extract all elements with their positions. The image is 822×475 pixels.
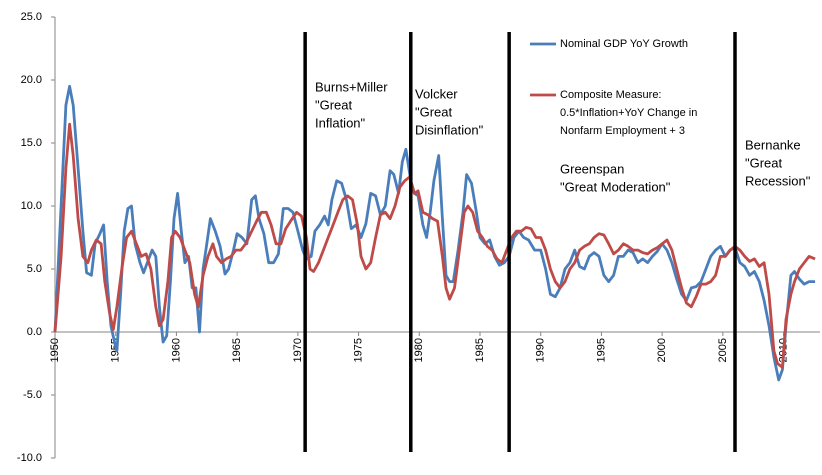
y-tick-label: 0.0 <box>27 326 42 338</box>
annotation: "Great <box>745 155 783 170</box>
annotation: Bernanke <box>745 137 801 152</box>
y-tick-label: 5.0 <box>27 263 42 275</box>
y-tick-label: 10.0 <box>21 200 42 212</box>
x-tick-label: 1980 <box>413 338 425 362</box>
x-tick-label: 2000 <box>656 338 668 362</box>
x-tick-label: 1965 <box>231 338 243 362</box>
x-tick-label: 1995 <box>595 338 607 362</box>
x-tick-label: 2005 <box>717 338 729 362</box>
annotation: "Great <box>315 97 353 112</box>
annotation: Volcker <box>415 86 458 101</box>
x-tick-label: 1970 <box>292 338 304 362</box>
legend-label: Composite Measure: 0.5*Inflation+YoY Chan… <box>560 89 697 137</box>
y-tick-label: 20.0 <box>21 74 42 86</box>
annotation: Recession" <box>745 173 811 188</box>
annotation: Greenspan <box>560 161 624 176</box>
legend-label-line: 0.5*Inflation+YoY Change in <box>560 107 697 119</box>
x-tick-label: 1985 <box>474 338 486 362</box>
legend-label-line: Nominal GDP YoY Growth <box>560 38 688 50</box>
y-tick-label: 15.0 <box>21 137 42 149</box>
x-tick-label: 1975 <box>352 338 364 362</box>
y-tick-label: -10.0 <box>17 452 42 464</box>
y-tick-label: -5.0 <box>23 389 42 401</box>
annotation: Disinflation" <box>415 122 484 137</box>
x-tick-label: 1990 <box>535 338 547 362</box>
annotation: Inflation" <box>315 115 366 130</box>
annotation: "Great Moderation" <box>560 179 671 194</box>
x-tick-label: 1960 <box>170 338 182 362</box>
legend-label: Nominal GDP YoY Growth <box>560 38 688 50</box>
y-tick-label: 25.0 <box>21 11 42 23</box>
annotation: Burns+Miller <box>315 79 388 94</box>
legend-label-line: Nonfarm Employment + 3 <box>560 125 685 137</box>
series-line <box>53 122 816 369</box>
legend-label-line: Composite Measure: <box>560 89 662 101</box>
x-tick-label: 1950 <box>49 338 61 362</box>
annotation: "Great <box>415 104 453 119</box>
